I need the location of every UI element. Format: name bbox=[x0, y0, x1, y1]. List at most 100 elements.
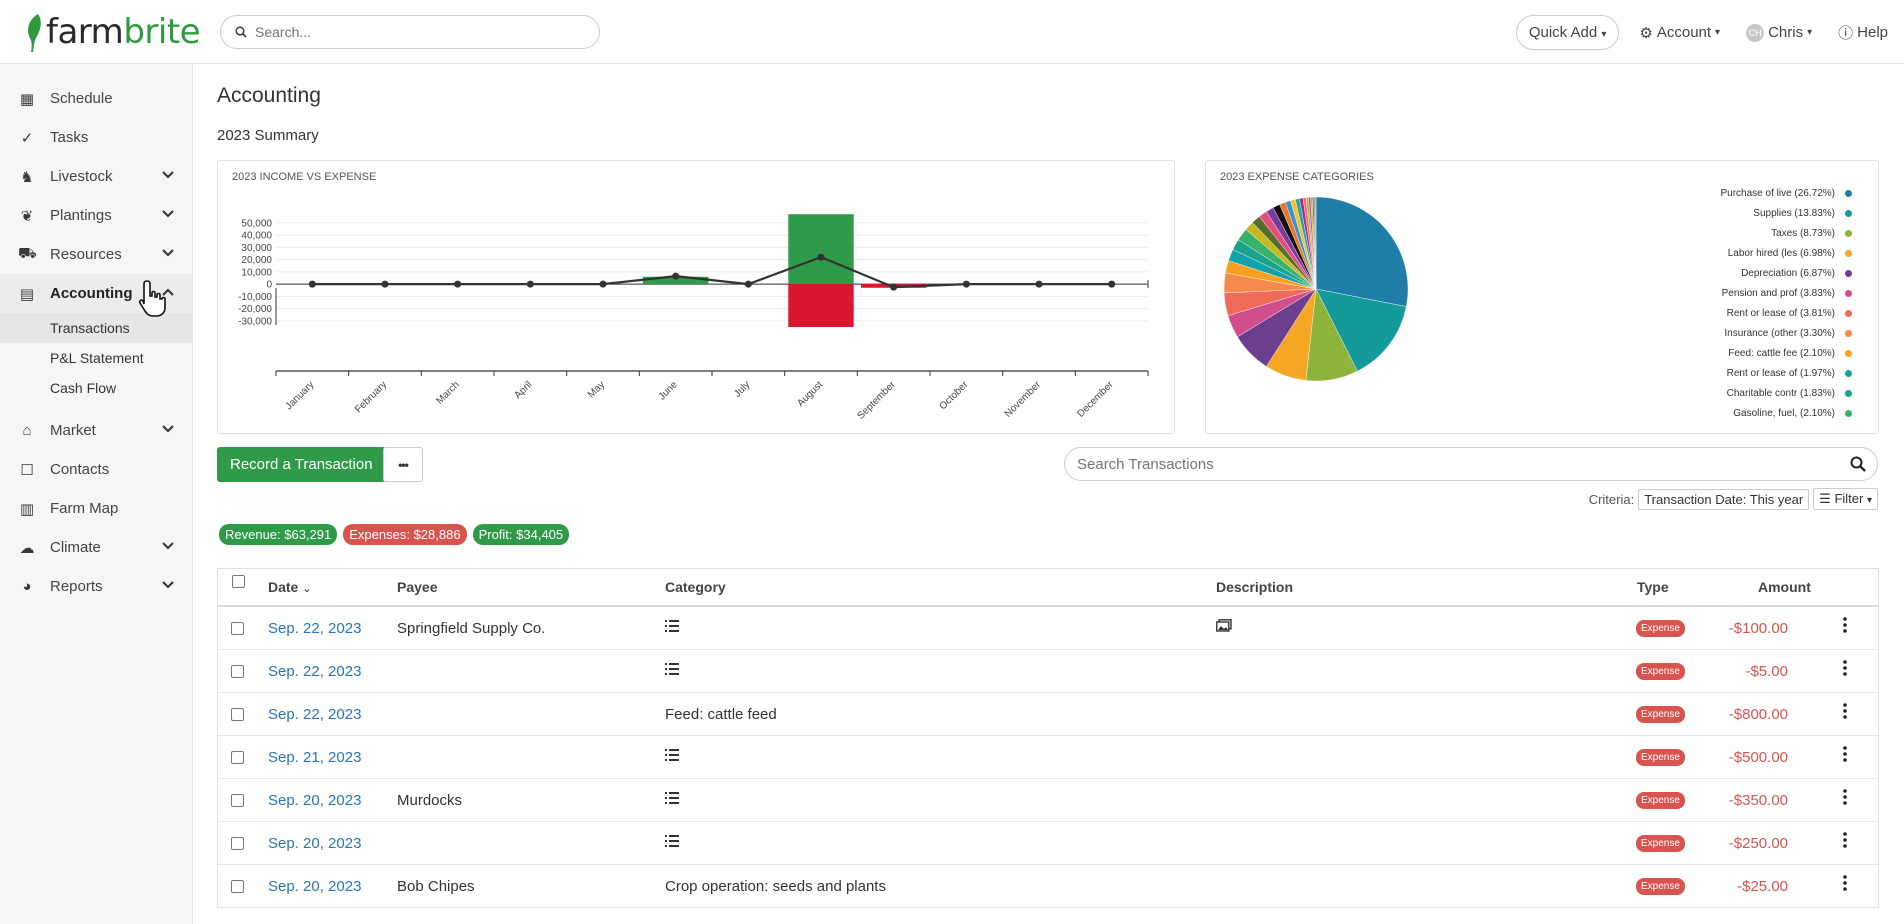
row-date-link[interactable]: Sep. 20, 2023 bbox=[268, 834, 362, 852]
sidebar-item-reports[interactable]: ◕ Reports bbox=[0, 567, 192, 606]
quick-add-button[interactable]: Quick Add ▾ bbox=[1515, 15, 1620, 50]
images-icon[interactable] bbox=[1216, 619, 1232, 636]
list-icon[interactable] bbox=[665, 834, 679, 851]
sidebar-item-livestock[interactable]: ♞ Livestock bbox=[0, 157, 192, 196]
table-row[interactable]: Sep. 20, 2023 Murdocks Expense -$350.00 bbox=[218, 779, 1878, 822]
sidebar-subitem-transactions[interactable]: Transactions bbox=[0, 313, 192, 343]
more-actions-button[interactable]: ••• bbox=[383, 447, 423, 482]
legend-label: Rent or lease of (3.81%) bbox=[1726, 308, 1835, 319]
table-row[interactable]: Sep. 21, 2023 Expense -$500.00 bbox=[218, 736, 1878, 779]
legend-item[interactable]: Labor hired (les (6.98%) bbox=[1728, 248, 1852, 259]
row-date-link[interactable]: Sep. 22, 2023 bbox=[268, 662, 362, 680]
legend-label: Pension and prof (3.83%) bbox=[1721, 288, 1835, 299]
date-column-header[interactable]: Date ⌄ bbox=[268, 579, 312, 595]
legend-item[interactable]: Rent or lease of (3.81%) bbox=[1727, 308, 1852, 319]
row-actions-icon[interactable] bbox=[1843, 832, 1847, 853]
legend-item[interactable]: Taxes (8.73%) bbox=[1771, 228, 1852, 239]
sidebar-item-tasks[interactable]: ✓ Tasks bbox=[0, 118, 192, 157]
table-row[interactable]: Sep. 22, 2023 Springfield Supply Co. Expen… bbox=[218, 607, 1878, 650]
record-transaction-button[interactable]: Record a Transaction bbox=[217, 447, 386, 482]
cloud-sun-icon: ☁ bbox=[19, 539, 35, 557]
amount-column-header[interactable]: Amount bbox=[1758, 579, 1811, 595]
list-icon[interactable] bbox=[665, 748, 679, 765]
legend-swatch bbox=[1845, 270, 1852, 277]
table-row[interactable]: Sep. 20, 2023 Bob Chipes Crop operation: s… bbox=[218, 865, 1878, 908]
row-actions-icon[interactable] bbox=[1843, 703, 1847, 724]
payee-column-header[interactable]: Payee bbox=[397, 579, 438, 595]
legend-item[interactable]: Charitable contr (1.83%) bbox=[1727, 388, 1852, 399]
type-column-header[interactable]: Type bbox=[1637, 579, 1669, 595]
chevron-up-icon bbox=[162, 288, 174, 296]
account-menu[interactable]: ⚙ Account ▾ bbox=[1639, 24, 1721, 42]
chevron-down-icon bbox=[162, 581, 174, 589]
sidebar-item-contacts[interactable]: ☐ Contacts bbox=[0, 450, 192, 489]
row-type-badge: Expense bbox=[1636, 834, 1685, 852]
sidebar-item-accounting[interactable]: ▤ Accounting bbox=[0, 274, 192, 317]
legend-item[interactable]: Feed: cattle fee (2.10%) bbox=[1728, 348, 1852, 359]
row-date-link[interactable]: Sep. 22, 2023 bbox=[268, 705, 362, 723]
row-actions-icon[interactable] bbox=[1843, 617, 1847, 638]
row-actions-icon[interactable] bbox=[1843, 789, 1847, 810]
legend-item[interactable]: Insurance (other (3.30%) bbox=[1724, 328, 1852, 339]
pie-slice bbox=[1315, 288, 1407, 372]
global-search-input[interactable] bbox=[255, 24, 575, 40]
row-checkbox[interactable] bbox=[231, 879, 244, 893]
row-date-link[interactable]: Sep. 20, 2023 bbox=[268, 877, 362, 895]
sidebar-item-schedule[interactable]: ▦ Schedule bbox=[19, 90, 113, 108]
y-tick-label: 50,000 bbox=[241, 218, 272, 229]
table-row[interactable]: Sep. 22, 2023 Expense -$5.00 bbox=[218, 650, 1878, 693]
user-menu[interactable]: CH Chris ▾ bbox=[1740, 16, 1818, 50]
row-date-link[interactable]: Sep. 22, 2023 bbox=[268, 619, 362, 637]
legend-item[interactable]: Gasoline, fuel, (2.10%) bbox=[1733, 408, 1852, 419]
legend-item[interactable]: Purchase of live (26.72%) bbox=[1720, 188, 1852, 199]
row-checkbox[interactable] bbox=[231, 621, 244, 635]
row-checkbox[interactable] bbox=[231, 836, 244, 850]
sidebar-item-resources[interactable]: ⛟ Resources bbox=[0, 235, 192, 274]
sidebar-item-farm-map[interactable]: ▥ Farm Map bbox=[19, 500, 119, 518]
table-row[interactable]: Sep. 22, 2023 Feed: cattle feed Expense -$8… bbox=[218, 693, 1878, 736]
row-amount: -$350.00 bbox=[1728, 791, 1788, 809]
criteria-date-chip[interactable]: Transaction Date: This year bbox=[1638, 488, 1810, 510]
line-point bbox=[599, 280, 607, 288]
category-column-header[interactable]: Category bbox=[665, 579, 726, 595]
row-checkbox[interactable] bbox=[231, 793, 244, 807]
row-checkbox[interactable] bbox=[231, 750, 244, 764]
sidebar-item-plantings[interactable]: ❦ Plantings bbox=[0, 196, 192, 235]
row-actions-icon[interactable] bbox=[1843, 660, 1847, 681]
sidebar-item-climate[interactable]: ☁ Climate bbox=[0, 528, 192, 567]
row-actions-icon[interactable] bbox=[1843, 875, 1847, 896]
list-icon[interactable] bbox=[665, 662, 679, 679]
sidebar-item-market[interactable]: ⌂ Market bbox=[0, 411, 192, 450]
help-link[interactable]: ⓘ Help bbox=[1838, 24, 1888, 42]
sidebar-subitem-pl-statement[interactable]: P&L Statement bbox=[50, 350, 144, 366]
legend-item[interactable]: Rent or lease of (1.97%) bbox=[1727, 368, 1852, 379]
line-point bbox=[890, 283, 898, 291]
table-row[interactable]: Sep. 20, 2023 Expense -$250.00 bbox=[218, 822, 1878, 865]
x-tick-label: July bbox=[732, 379, 752, 399]
row-checkbox[interactable] bbox=[231, 664, 244, 678]
row-checkbox[interactable] bbox=[231, 707, 244, 721]
legend-label: Gasoline, fuel, (2.10%) bbox=[1733, 408, 1835, 419]
row-amount: -$500.00 bbox=[1728, 748, 1788, 766]
legend-label: Charitable contr (1.83%) bbox=[1726, 388, 1835, 399]
row-date-link[interactable]: Sep. 21, 2023 bbox=[268, 748, 362, 766]
legend-item[interactable]: Pension and prof (3.83%) bbox=[1722, 288, 1852, 299]
transaction-search[interactable] bbox=[1064, 447, 1878, 481]
legend-item[interactable]: Depreciation (6.87%) bbox=[1741, 268, 1852, 279]
search-icon[interactable] bbox=[1849, 455, 1867, 473]
description-column-header[interactable]: Description bbox=[1216, 579, 1294, 595]
sidebar-subitem-cash-flow[interactable]: Cash Flow bbox=[50, 380, 117, 396]
legend-item[interactable]: Supplies (13.83%) bbox=[1753, 208, 1852, 219]
transaction-search-input[interactable] bbox=[1077, 455, 1837, 473]
global-search[interactable] bbox=[220, 15, 600, 49]
row-actions-icon[interactable] bbox=[1843, 746, 1847, 767]
list-icon[interactable] bbox=[665, 619, 679, 636]
x-tick-label: August bbox=[795, 379, 825, 409]
horse-icon: ♞ bbox=[20, 168, 34, 186]
farmbrite-logo[interactable]: farmbrite bbox=[24, 10, 201, 54]
row-date-link[interactable]: Sep. 20, 2023 bbox=[268, 791, 362, 809]
filter-button[interactable]: ☰ Filter ▾ bbox=[1813, 488, 1878, 510]
list-icon[interactable] bbox=[665, 791, 679, 808]
select-all-checkbox[interactable] bbox=[232, 574, 245, 588]
ellipsis-icon: ••• bbox=[398, 457, 409, 472]
